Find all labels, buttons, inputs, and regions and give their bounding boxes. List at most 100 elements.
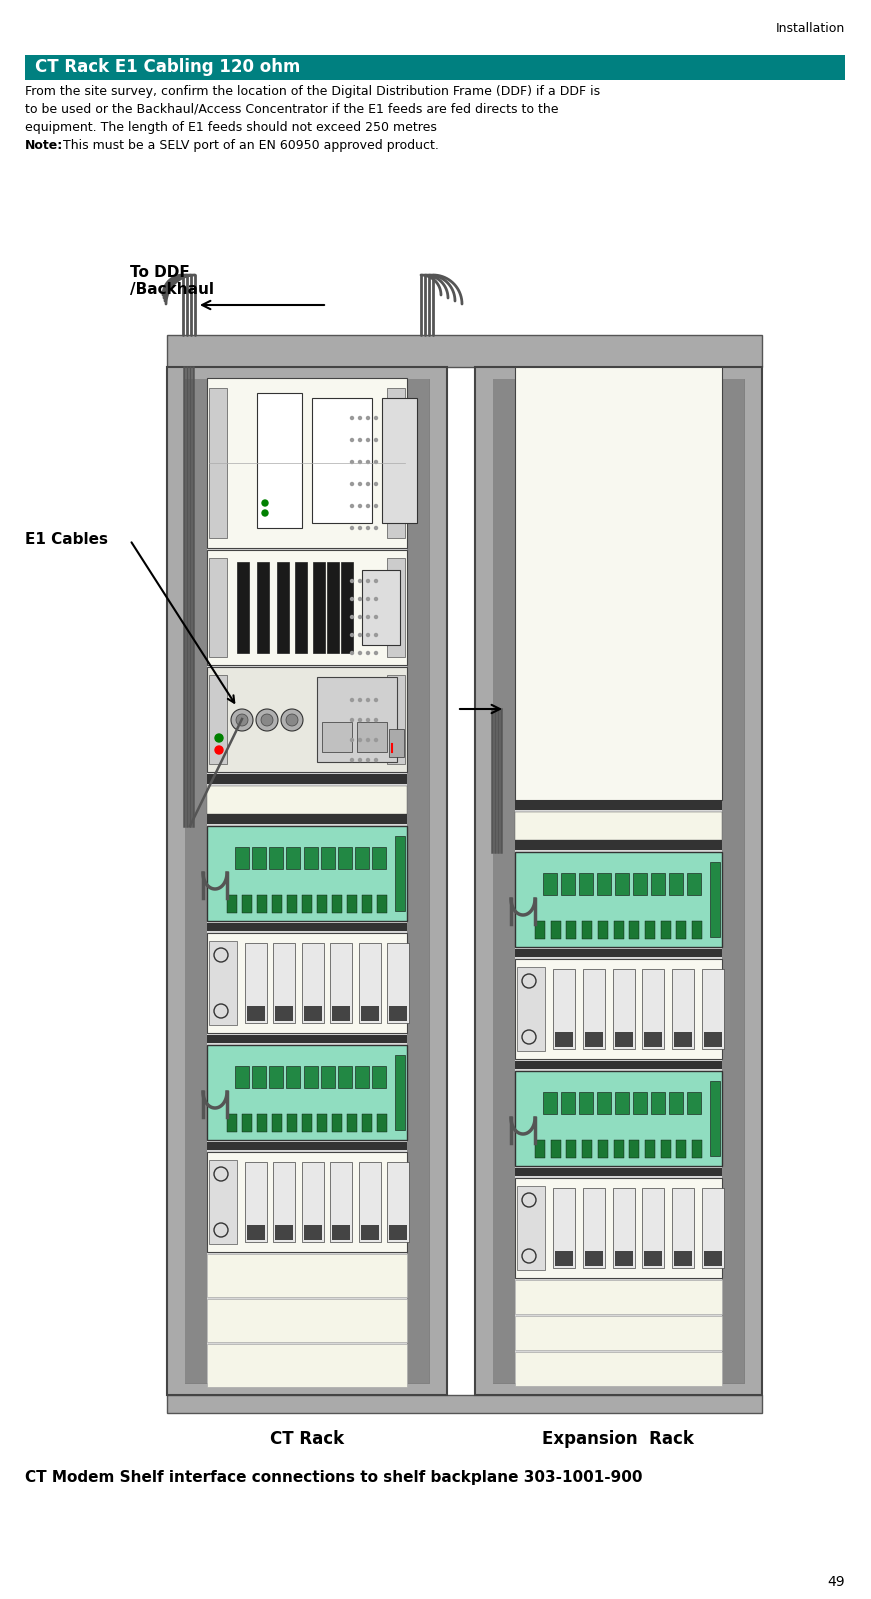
Circle shape	[262, 500, 268, 505]
Bar	[553, 1188, 575, 1268]
Circle shape	[375, 718, 377, 721]
Circle shape	[367, 526, 369, 529]
Bar	[257, 393, 302, 528]
Bar	[207, 667, 407, 772]
Bar	[710, 1081, 720, 1156]
Bar	[312, 398, 372, 523]
Circle shape	[375, 598, 377, 601]
Circle shape	[375, 758, 377, 761]
Circle shape	[367, 461, 369, 464]
Circle shape	[367, 633, 369, 636]
Circle shape	[350, 416, 354, 419]
Circle shape	[281, 708, 303, 731]
Bar	[287, 1115, 297, 1132]
Bar	[303, 1067, 318, 1087]
Bar	[515, 1353, 722, 1386]
Bar	[301, 1162, 324, 1242]
Text: Note:: Note:	[25, 139, 64, 152]
Bar	[582, 921, 592, 939]
Bar	[304, 1225, 321, 1239]
Bar	[207, 774, 407, 784]
Bar	[515, 800, 722, 811]
Bar	[207, 377, 407, 548]
Bar	[185, 379, 207, 1383]
Bar	[543, 1092, 557, 1115]
Bar	[389, 1225, 407, 1239]
Bar	[301, 943, 324, 1023]
Bar	[704, 1031, 722, 1047]
Bar	[389, 729, 404, 756]
Bar	[317, 895, 327, 913]
Bar	[269, 1067, 283, 1087]
Circle shape	[350, 505, 354, 507]
Circle shape	[350, 758, 354, 761]
Bar	[372, 847, 386, 868]
Circle shape	[367, 416, 369, 419]
Bar	[330, 1162, 352, 1242]
Bar	[237, 561, 249, 652]
Bar	[651, 873, 665, 895]
Bar	[612, 1188, 635, 1268]
Circle shape	[359, 598, 361, 601]
Bar	[515, 1062, 722, 1070]
Text: From the site survey, confirm the location of the Digital Distribution Frame (DD: From the site survey, confirm the locati…	[25, 85, 600, 98]
Bar	[702, 969, 724, 1049]
Bar	[615, 1031, 632, 1047]
Bar	[615, 1092, 629, 1115]
Bar	[167, 368, 447, 1394]
Bar	[377, 1115, 387, 1132]
Bar	[395, 836, 405, 911]
Circle shape	[350, 579, 354, 582]
Bar	[550, 921, 561, 939]
Bar	[561, 1092, 575, 1115]
Bar	[209, 558, 227, 657]
Circle shape	[261, 715, 273, 726]
Bar	[555, 1250, 573, 1266]
Bar	[615, 1250, 632, 1266]
Bar	[722, 379, 744, 1383]
Bar	[247, 1225, 265, 1239]
Circle shape	[359, 483, 361, 486]
Bar	[321, 1067, 334, 1087]
Circle shape	[350, 526, 354, 529]
Circle shape	[359, 505, 361, 507]
Bar	[561, 873, 575, 895]
Bar	[669, 1092, 683, 1115]
Circle shape	[359, 579, 361, 582]
Circle shape	[359, 699, 361, 702]
Bar	[272, 1115, 282, 1132]
Bar	[332, 1225, 350, 1239]
Circle shape	[375, 699, 377, 702]
Circle shape	[367, 579, 369, 582]
Bar	[645, 1250, 663, 1266]
Bar	[566, 1140, 577, 1158]
Bar	[207, 827, 407, 921]
Bar	[207, 814, 407, 823]
Bar	[387, 675, 405, 764]
Bar	[660, 921, 671, 939]
Bar	[395, 1055, 405, 1130]
Circle shape	[350, 438, 354, 441]
Circle shape	[350, 739, 354, 742]
Circle shape	[215, 747, 223, 755]
Circle shape	[375, 651, 377, 654]
Bar	[359, 943, 381, 1023]
Bar	[643, 1188, 665, 1268]
Bar	[704, 1250, 722, 1266]
Text: to be used or the Backhaul/Access Concentrator if the E1 feeds are fed directs t: to be used or the Backhaul/Access Concen…	[25, 102, 558, 117]
Circle shape	[350, 598, 354, 601]
Text: CT Rack E1 Cabling 120 ohm: CT Rack E1 Cabling 120 ohm	[35, 58, 300, 77]
Bar	[613, 1140, 624, 1158]
Bar	[583, 1188, 604, 1268]
Bar	[252, 847, 267, 868]
Bar	[615, 873, 629, 895]
Bar	[209, 1159, 237, 1244]
Circle shape	[350, 461, 354, 464]
Circle shape	[375, 505, 377, 507]
Bar	[207, 923, 407, 931]
Bar	[543, 873, 557, 895]
Bar	[361, 1225, 379, 1239]
Bar	[235, 847, 249, 868]
Bar	[242, 895, 252, 913]
Bar	[359, 1162, 381, 1242]
